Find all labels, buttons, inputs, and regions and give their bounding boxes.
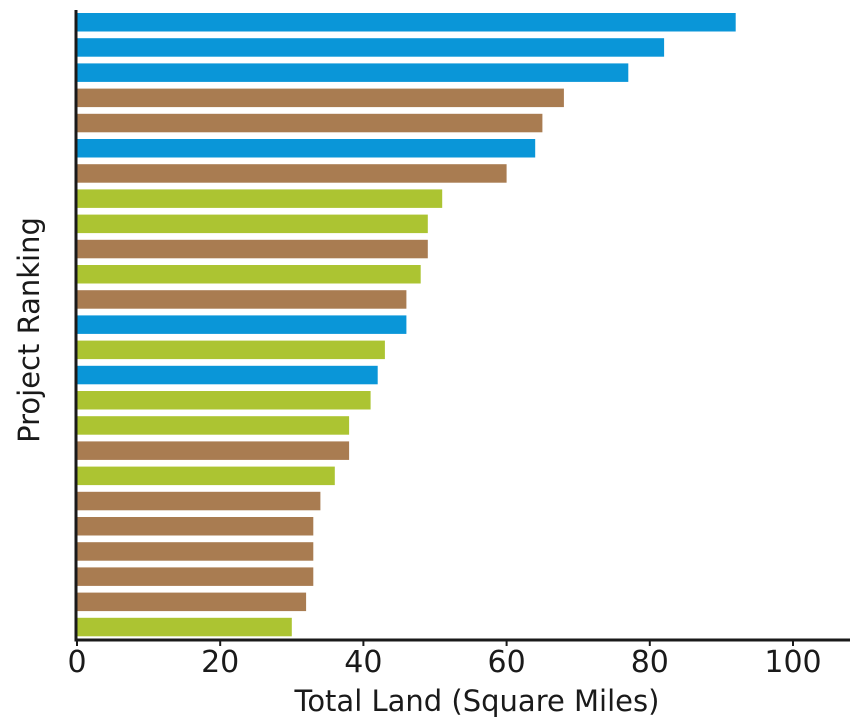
bar-rank-8: [77, 189, 443, 208]
bar-rank-3: [77, 63, 629, 82]
bar-rank-23: [77, 567, 314, 586]
bar-rank-15: [77, 365, 378, 385]
x-tick-label: 100: [764, 645, 821, 680]
bar-rank-10: [77, 239, 428, 259]
x-tick-label: 0: [67, 645, 86, 680]
x-ticks-layer: 0 20 40 60 80 100: [67, 640, 822, 680]
bar-rank-1: [77, 13, 736, 32]
bar-rank-4: [77, 88, 564, 108]
bar-rank-9: [77, 214, 428, 234]
bar-rank-12: [77, 290, 407, 309]
bar-rank-11: [77, 265, 421, 284]
bar-rank-22: [77, 542, 314, 561]
x-tick-label: 60: [488, 645, 526, 680]
bar-rank-18: [77, 441, 350, 460]
bar-rank-13: [77, 315, 407, 334]
x-axis-title: Total Land (Square Miles): [294, 684, 660, 718]
bar-rank-19: [77, 466, 335, 486]
x-tick-label: 40: [344, 645, 382, 680]
bar-rank-20: [77, 491, 321, 511]
bar-rank-25: [77, 617, 292, 637]
y-axis-title: Project Ranking: [12, 217, 46, 443]
bar-rank-7: [77, 164, 507, 183]
bar-rank-17: [77, 416, 350, 435]
bar-rank-2: [77, 38, 665, 57]
bar-rank-21: [77, 517, 314, 536]
bar-rank-14: [77, 340, 385, 360]
bars-layer: [77, 13, 736, 637]
bar-rank-24: [77, 592, 307, 612]
bar-rank-16: [77, 391, 371, 410]
bar-rank-5: [77, 113, 543, 133]
x-tick-label: 20: [201, 645, 239, 680]
x-tick-label: 80: [631, 645, 669, 680]
bar-rank-6: [77, 139, 536, 158]
